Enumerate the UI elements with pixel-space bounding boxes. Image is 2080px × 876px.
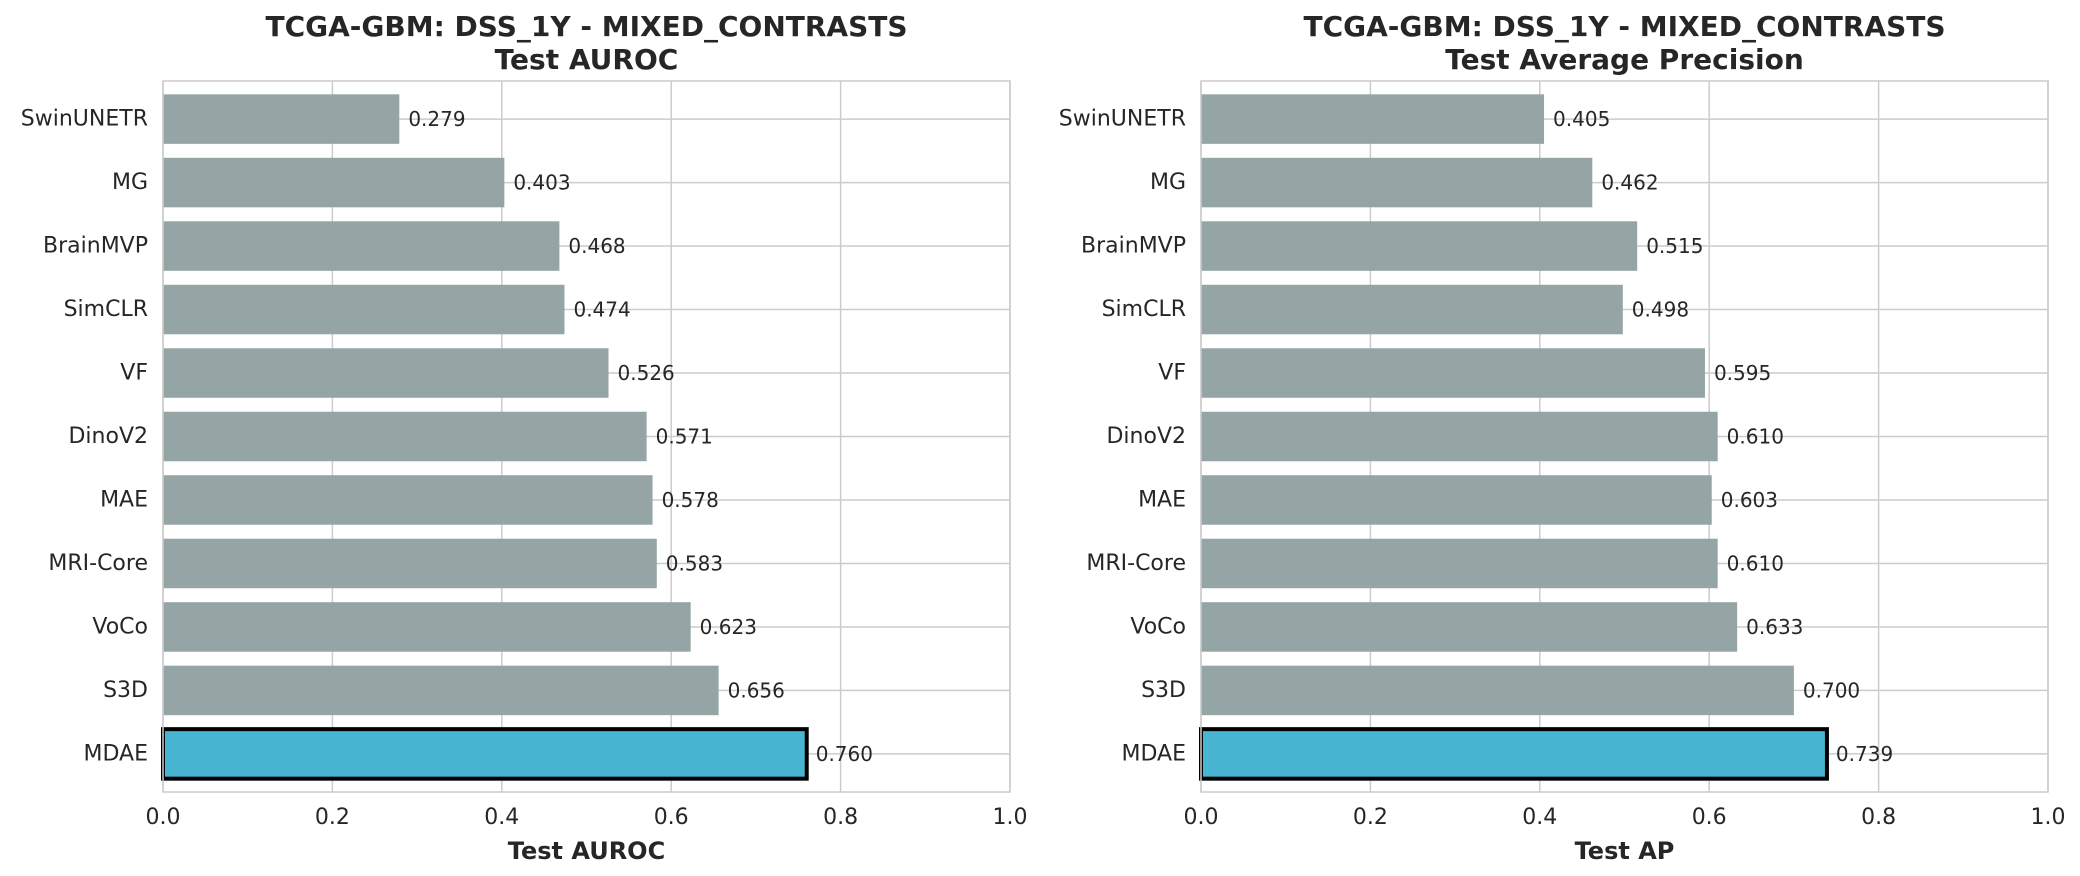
category-label: VoCo [1130,614,1186,639]
category-label: MDAE [1122,741,1187,766]
average-precision-chart: 0.405 0.462 0.515 0.498 0.595 0.610 0.603 0.610… [1059,10,2066,865]
bar [1201,221,1638,271]
category-label: SwinUNETR [1059,107,1186,132]
bar [1201,665,1794,716]
bar [1201,411,1718,462]
category-label: SimCLR [64,297,148,322]
bar [163,411,647,462]
value-label: 0.462 [1601,171,1658,195]
category-label: SimCLR [1102,297,1186,322]
value-label: 0.279 [408,107,465,131]
x-axis-label: Test AUROC [508,837,665,865]
category-label: MG [1150,170,1186,195]
x-axis-label: Test AP [1575,837,1675,865]
bar [1201,602,1738,652]
x-tick-label: 0.6 [654,805,689,830]
value-label: 0.739 [1836,742,1893,766]
value-label: 0.610 [1727,425,1784,449]
bar [163,665,719,716]
category-label: VoCo [92,614,148,639]
x-tick-label: 0.8 [823,805,858,830]
category-label: MAE [1138,487,1186,512]
chart-title: TCGA-GBM: DSS_1Y - MIXED_CONTRASTS [1303,10,1945,43]
x-tick-label: 0.2 [1353,805,1388,830]
x-tick-label: 0.2 [315,805,350,830]
value-label: 0.468 [568,234,625,258]
category-label: S3D [1141,678,1186,703]
category-label: SwinUNETR [21,107,148,132]
x-tick-label: 0.0 [1184,805,1219,830]
value-label: 0.595 [1714,361,1771,385]
value-label: 0.610 [1727,551,1784,575]
x-tick-label: 0.0 [146,805,181,830]
bar [1201,538,1718,589]
x-tick-label: 0.4 [484,805,519,830]
category-label: MRI-Core [48,551,148,576]
x-tick-label: 0.6 [1692,805,1727,830]
bar [1201,475,1712,525]
bar-highlighted [161,727,809,781]
value-label: 0.526 [618,361,675,385]
chart-subtitle: Test Average Precision [1445,43,1804,76]
value-label: 0.603 [1721,488,1778,512]
category-label: DinoV2 [1106,424,1186,449]
value-label: 0.571 [656,425,713,449]
bar [163,475,653,525]
category-label: S3D [103,678,148,703]
x-tick-label: 1.0 [993,805,1028,830]
value-label: 0.700 [1803,678,1860,702]
bar [1201,94,1545,144]
plot-frame [1200,80,2049,793]
bar-highlighted [1199,727,1829,781]
category-label: MG [112,170,148,195]
value-label: 0.474 [573,298,630,322]
category-label: VF [1158,361,1186,386]
category-label: BrainMVP [43,234,148,259]
value-label: 0.656 [728,678,785,702]
plot-frame [162,80,1011,793]
category-label: DinoV2 [68,424,148,449]
bar [1201,157,1593,208]
chart-title: TCGA-GBM: DSS_1Y - MIXED_CONTRASTS [265,10,907,43]
bar [163,538,657,589]
bar [163,348,609,398]
bar [163,284,565,335]
chart-subtitle: Test AUROC [495,43,679,76]
value-label: 0.578 [662,488,719,512]
category-label: BrainMVP [1081,234,1186,259]
bar [163,94,400,144]
category-label: MAE [100,487,148,512]
bar [1201,284,1623,335]
value-label: 0.403 [513,171,570,195]
bar [163,157,505,208]
value-label: 0.405 [1553,107,1610,131]
x-tick-label: 0.8 [1861,805,1896,830]
value-label: 0.515 [1646,234,1703,258]
value-label: 0.760 [816,742,873,766]
category-label: VF [120,361,148,386]
auroc-chart: 0.279 0.403 0.468 0.474 0.526 0.571 0.578 0.583… [21,10,1028,865]
value-label: 0.633 [1746,615,1803,639]
value-label: 0.583 [666,551,723,575]
category-label: MDAE [84,741,149,766]
bar [163,602,691,652]
value-label: 0.623 [700,615,757,639]
category-label: MRI-Core [1086,551,1186,576]
value-label: 0.498 [1632,298,1689,322]
bar [163,221,560,271]
x-tick-label: 1.0 [2031,805,2066,830]
bar [1201,348,1705,398]
x-tick-label: 0.4 [1522,805,1557,830]
